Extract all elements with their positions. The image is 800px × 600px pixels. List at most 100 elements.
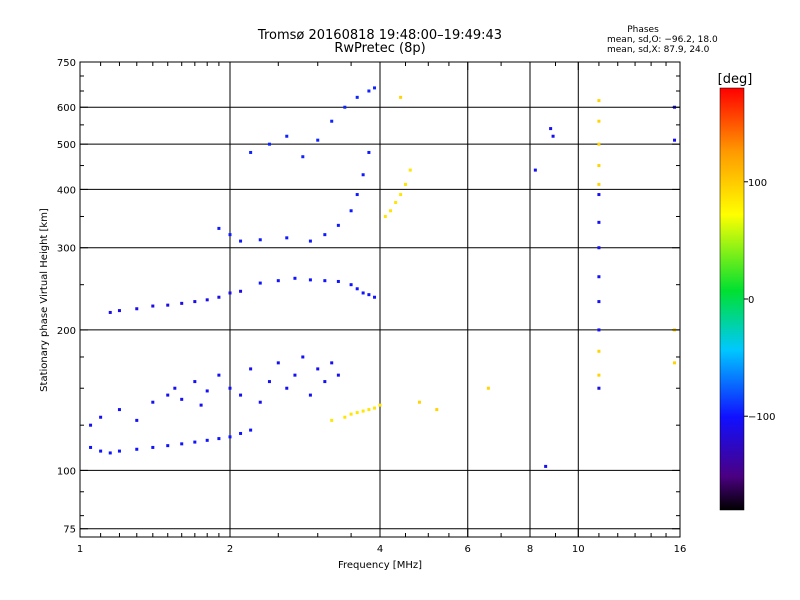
point-o-mode-f1-mid-trace	[217, 295, 221, 299]
x-tick-label: 4	[377, 544, 383, 555]
point-o-mode-f1-scatter	[193, 380, 197, 384]
colorbar-tick-label: −100	[748, 412, 775, 423]
x-tick-label: 6	[465, 544, 471, 555]
point-x-mode-trace	[361, 409, 365, 413]
point-o-mode-f2-cusp	[258, 238, 262, 242]
point-x-mode-trace	[394, 200, 398, 204]
point-o-mode-f1-scatter	[258, 400, 262, 404]
point-o-mode-f2-cusp	[355, 193, 359, 197]
point-x-mode-trace	[403, 182, 407, 186]
point-x-mode-trace	[355, 411, 359, 415]
y-axis-label: Stationary phase Virtual Height [km]	[39, 208, 50, 392]
point-o-mode-f1-low-trace	[217, 437, 221, 441]
y-tick-label: 200	[57, 326, 76, 337]
point-o-mode-f1-scatter	[180, 397, 184, 401]
x-axis-label: Frequency [MHz]	[338, 560, 422, 571]
point-high-frequency-o-echoes	[597, 386, 601, 390]
point-o-mode-f2-cusp	[361, 173, 365, 177]
x-tick-label: 8	[527, 544, 533, 555]
point-o-mode-f2-trace	[258, 281, 262, 285]
point-o-mode-f2-cusp	[349, 209, 353, 213]
y-tick-label: 750	[57, 58, 76, 69]
point-o-mode-f1-mid-trace	[108, 310, 112, 314]
x-tick-label: 2	[227, 544, 233, 555]
chart-title: Tromsø 20160818 19:48:00–19:49:43	[257, 28, 502, 43]
chart-subtitle: RwPretec (8p)	[334, 41, 425, 56]
point-o-mode-f1-mid-trace	[205, 298, 209, 302]
point-o-mode-f1-scatter	[316, 367, 320, 371]
point-o-mode-f1-scatter	[205, 389, 209, 393]
point-o-mode-f2-trace	[367, 293, 371, 297]
stats-line-o: mean, sd,O: −96.2, 18.0	[607, 35, 718, 45]
point-high-frequency-o-echoes	[597, 275, 601, 279]
colorbar-tick-label: 0	[748, 295, 754, 306]
point-x-mode-trace	[343, 415, 347, 419]
point-x-mode-scattered	[435, 408, 439, 412]
point-o-mode-high-echoes	[301, 155, 305, 159]
colorbar	[719, 87, 745, 511]
point-x-mode-scattered	[673, 361, 677, 365]
point-o-mode-f2-trace	[308, 278, 312, 282]
point-o-mode-f1-mid-trace	[193, 300, 197, 304]
point-o-mode-f1-mid-trace	[239, 289, 243, 293]
point-o-mode-f1-scatter	[117, 408, 121, 412]
stats-title: Phases	[627, 25, 659, 35]
point-o-mode-f1-scatter	[323, 380, 327, 384]
point-o-mode-f1-low-trace	[249, 428, 253, 432]
point-high-frequency-o-echoes	[673, 138, 677, 142]
point-o-mode-f1-scatter	[293, 373, 297, 377]
point-high-frequency-o-echoes	[597, 328, 601, 332]
colorbar-label: [deg]	[718, 72, 753, 87]
point-o-mode-f1-low-trace	[166, 444, 170, 448]
point-high-frequency-o-echoes	[549, 127, 553, 131]
point-o-mode-high-echoes	[249, 150, 253, 154]
point-o-mode-f1-mid-trace	[166, 303, 170, 307]
point-o-mode-f1-scatter	[267, 380, 271, 384]
point-o-mode-f1-scatter	[336, 373, 340, 377]
point-o-mode-f1-low-trace	[228, 435, 232, 439]
point-o-mode-f2-trace	[373, 295, 377, 299]
point-x-mode-trace	[330, 418, 334, 422]
point-high-frequency-o-echoes	[597, 246, 601, 250]
point-o-mode-high-echoes	[373, 86, 377, 90]
x-tick-label: 16	[674, 544, 687, 555]
point-o-mode-f1-mid-trace	[228, 291, 232, 295]
point-o-mode-f1-scatter	[151, 400, 155, 404]
point-x-mode-scattered	[597, 349, 601, 353]
point-o-mode-f1-scatter	[228, 386, 232, 390]
point-o-mode-f1-scatter	[249, 367, 253, 371]
point-o-mode-f1-scatter	[135, 418, 139, 422]
point-o-mode-f1-low-trace	[239, 431, 243, 435]
point-o-mode-high-echoes	[285, 134, 289, 138]
point-x-mode-trace	[383, 214, 387, 218]
y-tick-label: 400	[57, 185, 76, 196]
point-o-mode-f1-scatter	[173, 386, 177, 390]
point-o-mode-f1-low-trace	[193, 440, 197, 444]
point-x-mode-trace	[378, 403, 382, 407]
point-o-mode-f1-low-trace	[99, 449, 103, 453]
point-o-mode-f1-scatter	[89, 423, 93, 427]
point-high-frequency-o-echoes	[533, 168, 537, 172]
point-high-frequency-o-echoes	[544, 464, 548, 468]
point-o-mode-high-echoes	[355, 95, 359, 99]
point-o-mode-f1-mid-trace	[180, 301, 184, 305]
point-o-mode-f2-cusp	[239, 239, 243, 243]
point-o-mode-f1-scatter	[308, 393, 312, 397]
y-tick-label: 100	[57, 466, 76, 477]
point-o-mode-f2-trace	[293, 276, 297, 280]
point-x-mode-trace	[408, 168, 412, 172]
point-x-mode-trace	[399, 193, 403, 197]
point-high-frequency-o-echoes	[551, 134, 555, 138]
point-o-mode-f1-low-trace	[89, 445, 93, 449]
point-x-mode-scattered	[597, 142, 601, 146]
point-o-mode-f1-low-trace	[180, 442, 184, 446]
point-x-mode-trace	[373, 406, 377, 410]
point-o-mode-f2-trace	[349, 283, 353, 287]
point-o-mode-f1-scatter	[301, 355, 305, 359]
point-x-mode-scattered	[417, 400, 421, 404]
point-x-mode-scattered	[399, 95, 403, 99]
point-o-mode-f1-scatter	[276, 361, 280, 365]
point-x-mode-trace	[367, 408, 371, 412]
point-o-mode-high-echoes	[267, 142, 271, 146]
point-high-frequency-o-echoes	[597, 220, 601, 224]
